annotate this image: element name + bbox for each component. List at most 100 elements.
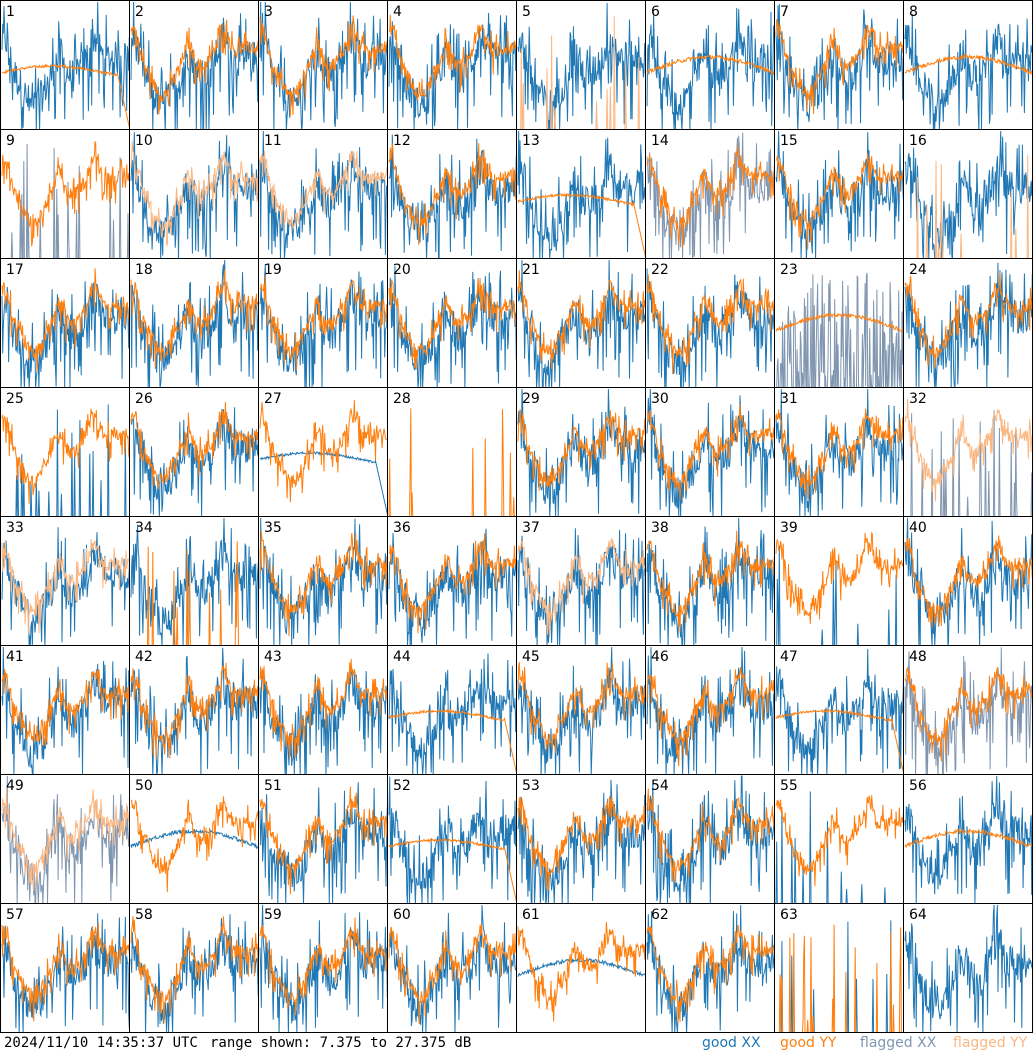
series-yy-7 bbox=[775, 19, 903, 115]
series-xx-57 bbox=[1, 913, 129, 1032]
series-yy-37 bbox=[517, 537, 645, 637]
series-xx-60 bbox=[388, 904, 516, 1032]
series-yy-28 bbox=[388, 408, 515, 516]
series-xx-36 bbox=[388, 528, 516, 645]
series-yy-12 bbox=[388, 143, 516, 245]
spectrum-plot-41 bbox=[1, 646, 129, 774]
antenna-panel-8: 8 bbox=[903, 0, 1033, 130]
series-yy-21 bbox=[517, 269, 645, 369]
series-xx-49 bbox=[1, 775, 129, 903]
antenna-number-8: 8 bbox=[909, 4, 918, 20]
antenna-number-50: 50 bbox=[135, 778, 153, 794]
series-xx-3 bbox=[259, 1, 387, 129]
antenna-number-18: 18 bbox=[135, 262, 153, 278]
antenna-panel-55: 55 bbox=[774, 774, 904, 904]
series-yy-58 bbox=[130, 916, 258, 1024]
series-yy-11 bbox=[259, 150, 387, 230]
spectrum-plot-17 bbox=[1, 268, 129, 387]
antenna-number-3: 3 bbox=[264, 4, 273, 20]
spectrum-plot-39 bbox=[775, 531, 903, 645]
antenna-panel-38: 38 bbox=[645, 516, 775, 646]
series-xx-58 bbox=[130, 914, 258, 1032]
antenna-panel-56: 56 bbox=[903, 774, 1033, 904]
antenna-panel-9: 9 bbox=[0, 129, 130, 259]
series-yy-23 bbox=[775, 312, 903, 333]
antenna-panel-14: 14 bbox=[645, 129, 775, 259]
series-yy-30 bbox=[646, 404, 774, 501]
spectrum-plot-32 bbox=[904, 398, 1032, 516]
antenna-number-54: 54 bbox=[651, 778, 669, 794]
spectrum-plot-36 bbox=[388, 528, 516, 645]
series-xx-26 bbox=[130, 407, 258, 516]
antenna-panel-16: 16 bbox=[903, 129, 1033, 259]
spectrum-plot-61 bbox=[517, 921, 645, 1022]
series-yy-19 bbox=[259, 275, 387, 371]
antenna-number-16: 16 bbox=[909, 133, 927, 149]
antenna-number-53: 53 bbox=[522, 778, 540, 794]
series-xx-33 bbox=[1, 527, 129, 645]
footer: 2024/11/10 14:35:37 UTC range shown: 7.3… bbox=[0, 1033, 1033, 1053]
antenna-number-35: 35 bbox=[264, 520, 282, 536]
spectrum-plot-4 bbox=[388, 12, 516, 129]
antenna-panel-23: 23 bbox=[774, 258, 904, 388]
antenna-panel-43: 43 bbox=[258, 645, 388, 775]
spectrum-plot-34 bbox=[130, 517, 258, 645]
antenna-number-2: 2 bbox=[135, 4, 144, 20]
spectrum-plot-13 bbox=[517, 130, 645, 258]
antenna-number-12: 12 bbox=[393, 133, 411, 149]
antenna-number-43: 43 bbox=[264, 649, 282, 665]
antenna-panel-57: 57 bbox=[0, 903, 130, 1033]
antenna-number-26: 26 bbox=[135, 391, 153, 407]
series-yy-4 bbox=[388, 14, 516, 101]
antenna-number-7: 7 bbox=[780, 4, 789, 20]
antenna-panel-64: 64 bbox=[903, 903, 1033, 1033]
series-yy-63 bbox=[778, 924, 902, 1032]
series-yy-43 bbox=[259, 658, 387, 760]
antenna-number-10: 10 bbox=[135, 133, 153, 149]
antenna-panel-53: 53 bbox=[516, 774, 646, 904]
spectrum-plot-8 bbox=[904, 13, 1032, 129]
series-xx-38 bbox=[646, 517, 774, 645]
antenna-number-11: 11 bbox=[264, 133, 282, 149]
series-xx-62 bbox=[646, 904, 774, 1032]
series-yy-22 bbox=[646, 274, 774, 375]
series-xx-53 bbox=[517, 779, 645, 903]
antenna-number-31: 31 bbox=[780, 391, 798, 407]
spectrum-plot-40 bbox=[904, 517, 1032, 645]
antenna-number-37: 37 bbox=[522, 520, 540, 536]
series-xx-32 bbox=[910, 410, 1032, 516]
antenna-panel-7: 7 bbox=[774, 0, 904, 130]
antenna-panel-31: 31 bbox=[774, 387, 904, 517]
series-xx-30 bbox=[646, 388, 774, 516]
series-yy-50 bbox=[130, 796, 258, 893]
antenna-number-24: 24 bbox=[909, 262, 927, 278]
spectrum-plot-29 bbox=[517, 388, 645, 516]
spectrum-plot-50 bbox=[130, 796, 258, 893]
antenna-number-17: 17 bbox=[6, 262, 24, 278]
spectrum-plot-48 bbox=[904, 647, 1032, 774]
spectrum-plot-2 bbox=[130, 1, 258, 129]
antenna-panel-51: 51 bbox=[258, 774, 388, 904]
antenna-number-30: 30 bbox=[651, 391, 669, 407]
antenna-number-29: 29 bbox=[522, 391, 540, 407]
antenna-number-55: 55 bbox=[780, 778, 798, 794]
antenna-panel-37: 37 bbox=[516, 516, 646, 646]
series-yy-59 bbox=[259, 917, 387, 1016]
antenna-panel-18: 18 bbox=[129, 258, 259, 388]
series-xx-54 bbox=[646, 775, 774, 903]
series-yy-16 bbox=[916, 155, 1029, 258]
antenna-panel-21: 21 bbox=[516, 258, 646, 388]
series-xx-45 bbox=[517, 646, 645, 774]
antenna-number-42: 42 bbox=[135, 649, 153, 665]
series-xx-16 bbox=[904, 130, 1032, 258]
series-yy-31 bbox=[775, 408, 903, 500]
spectrum-plot-64 bbox=[904, 904, 1032, 1032]
antenna-panel-22: 22 bbox=[645, 258, 775, 388]
antenna-panel-5: 5 bbox=[516, 0, 646, 130]
spectrum-plot-33 bbox=[1, 527, 129, 645]
series-yy-15 bbox=[775, 153, 903, 250]
antenna-panel-27: 27 bbox=[258, 387, 388, 517]
series-xx-43 bbox=[259, 668, 387, 774]
antenna-panel-49: 49 bbox=[0, 774, 130, 904]
